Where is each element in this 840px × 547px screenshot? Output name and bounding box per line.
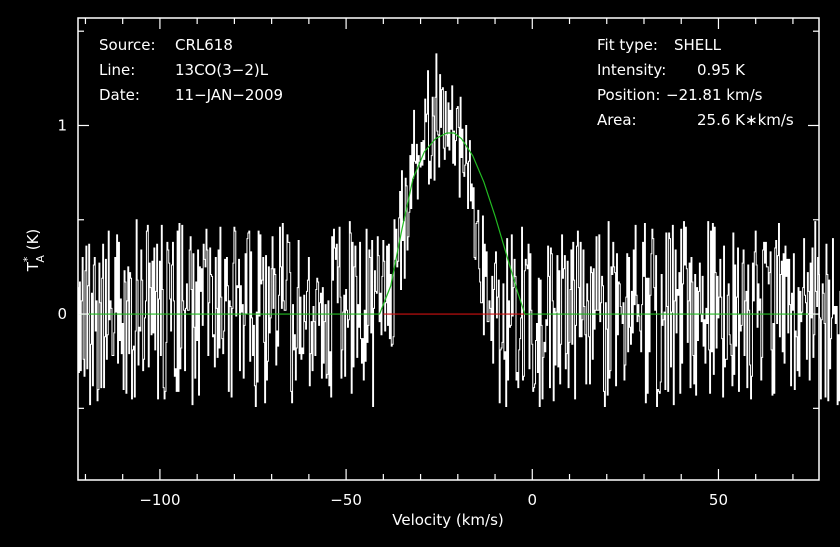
info-fit-type-key: Fit type: <box>597 36 658 54</box>
y-axis-label-base: T <box>24 261 42 272</box>
y-axis-label-sub: A <box>34 255 47 263</box>
fit-line <box>78 132 819 315</box>
x-tick-labels: −100 −50 0 50 <box>139 491 728 509</box>
plot-area <box>77 53 840 407</box>
y-tick-label: 0 <box>57 305 67 323</box>
info-position-key: Position: <box>597 86 660 104</box>
info-fit-type-value: SHELL <box>674 36 722 54</box>
y-axis-label-unit: (K) <box>24 229 42 255</box>
x-tick-label: 0 <box>528 491 538 509</box>
y-tick-labels: 01 <box>57 116 67 323</box>
spectrum-trace <box>77 53 840 407</box>
x-tick-label: −100 <box>139 491 180 509</box>
info-panel-right: Fit type: SHELL Intensity: 0.95 K Positi… <box>597 36 794 129</box>
axis-ticks <box>78 18 819 480</box>
y-tick-label: 1 <box>57 116 67 134</box>
x-tick-label: 50 <box>709 491 728 509</box>
x-tick-label: −50 <box>330 491 362 509</box>
info-source-value: CRL618 <box>175 36 233 54</box>
info-position-value: −21.81 km/s <box>666 86 763 104</box>
y-axis-label: T*A (K) <box>21 229 47 273</box>
y-axis-label-sup: * <box>21 256 34 262</box>
fit-curve <box>78 132 819 315</box>
info-source-key: Source: <box>99 36 156 54</box>
info-line-key: Line: <box>99 61 135 79</box>
info-date-value: 11−JAN−2009 <box>175 86 283 104</box>
info-date-key: Date: <box>99 86 140 104</box>
info-area-key: Area: <box>597 111 637 129</box>
info-intensity-key: Intensity: <box>597 61 666 79</box>
info-panel-left: Source: CRL618 Line: 13CO(3−2)L Date: 11… <box>99 36 283 104</box>
info-area-value: 25.6 K∗km/s <box>697 111 794 129</box>
info-line-value: 13CO(3−2)L <box>175 61 269 79</box>
x-axis-label: Velocity (km/s) <box>392 511 503 529</box>
info-intensity-value: 0.95 K <box>697 61 746 79</box>
plot-frame <box>77 17 820 481</box>
spectrum-line <box>77 53 840 407</box>
